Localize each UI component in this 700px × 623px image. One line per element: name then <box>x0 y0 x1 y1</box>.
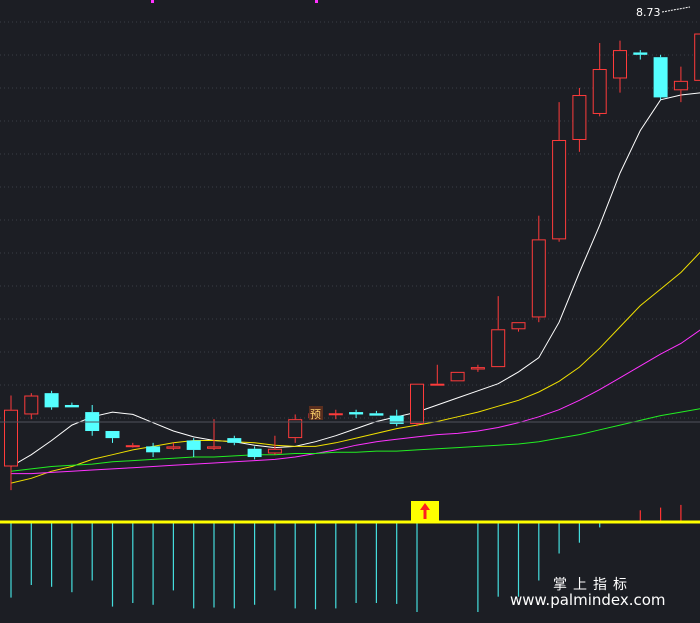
candle-body <box>491 329 506 368</box>
candle-body <box>673 80 688 91</box>
candle <box>125 442 140 448</box>
candle-body <box>694 33 700 81</box>
candle-body <box>227 438 242 443</box>
watermark-url: www.palmindex.com <box>510 591 666 609</box>
candle-body <box>125 445 140 448</box>
candle-body <box>105 431 120 439</box>
candle <box>85 404 100 436</box>
candle <box>267 435 282 455</box>
candle <box>64 402 79 408</box>
candle <box>552 102 567 242</box>
candle-body <box>470 367 485 370</box>
candle-body <box>552 139 567 240</box>
candle <box>491 296 506 368</box>
warning-marker-text: 预 <box>310 408 321 421</box>
candle-body <box>24 395 39 415</box>
candle <box>389 409 404 427</box>
price-label-arrow <box>661 6 691 13</box>
candle <box>369 410 384 416</box>
candle-body <box>247 448 262 458</box>
candle <box>247 446 262 460</box>
candle <box>572 87 587 152</box>
top-marker <box>151 0 154 3</box>
warning-marker: 预 <box>309 406 323 421</box>
watermark: 掌上指标 www.palmindex.com <box>510 577 666 609</box>
candlestick-series <box>4 33 700 491</box>
candle <box>4 395 18 491</box>
ma-line-4 <box>10 408 700 472</box>
candle-body <box>450 371 465 382</box>
moving-average-lines <box>10 92 700 484</box>
candle <box>349 409 364 418</box>
candle <box>470 364 485 372</box>
candle-body <box>633 52 648 55</box>
candle <box>328 409 343 420</box>
candle-body <box>410 383 424 424</box>
candle-body <box>430 383 445 386</box>
candle-body <box>511 322 526 330</box>
candle <box>207 419 221 450</box>
candle <box>24 393 39 420</box>
candle <box>186 438 201 458</box>
warning-marker-bg <box>309 406 323 420</box>
candle <box>592 42 607 117</box>
ma-line-2 <box>10 251 700 484</box>
grid-lines <box>0 0 700 419</box>
candle-body <box>653 57 668 98</box>
candle-body <box>572 95 587 140</box>
signal-up-arrow-icon <box>420 503 430 519</box>
candle-body <box>369 413 384 416</box>
candle-body <box>613 50 627 79</box>
candle-body <box>349 412 364 415</box>
candle <box>146 442 161 458</box>
candle-body <box>207 446 221 449</box>
candle-body <box>186 440 201 450</box>
candle <box>653 54 668 100</box>
ma-line-3 <box>11 329 700 475</box>
top-marker <box>315 0 318 3</box>
candle <box>531 215 546 323</box>
ma-line-1 <box>10 92 700 467</box>
latest-price-label: 8.73 <box>636 6 661 19</box>
indicator-panel <box>0 501 700 612</box>
candle <box>450 371 465 382</box>
candle-body <box>4 409 18 467</box>
candle-body <box>64 404 79 408</box>
candle-body <box>288 419 303 439</box>
candle-body <box>166 446 181 449</box>
candle <box>105 431 120 443</box>
candle <box>633 50 648 60</box>
candle-body <box>592 69 607 114</box>
candle <box>613 40 627 93</box>
candle <box>166 442 181 450</box>
candle-body <box>389 415 404 424</box>
watermark-cn: 掌上指标 <box>553 577 633 593</box>
candle <box>673 66 688 103</box>
candle-body <box>328 413 343 416</box>
candle <box>430 364 445 386</box>
candle-body <box>531 239 546 318</box>
candle <box>694 33 700 81</box>
candle <box>511 322 526 332</box>
candle <box>410 383 424 427</box>
candle-body <box>146 446 161 453</box>
candle <box>227 435 242 446</box>
candle-body <box>44 393 59 408</box>
candle <box>44 390 59 410</box>
candle <box>288 414 303 443</box>
price-label-group: 8.73 <box>636 6 691 19</box>
candle-body <box>267 448 282 454</box>
